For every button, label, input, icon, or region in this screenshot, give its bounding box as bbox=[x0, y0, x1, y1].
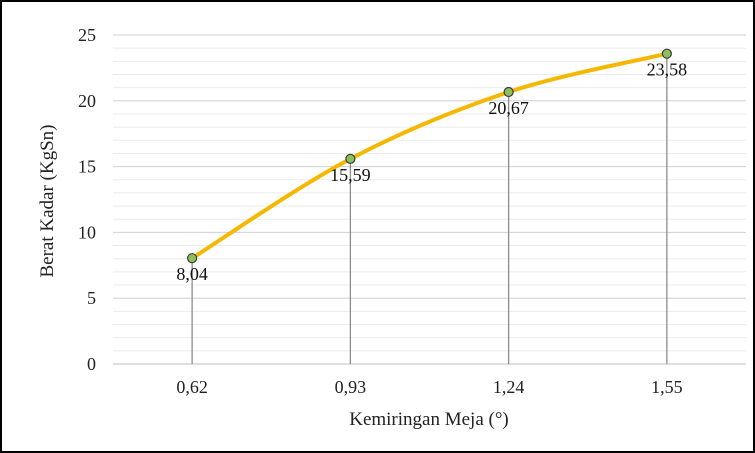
x-tick-label: 1,24 bbox=[493, 377, 525, 397]
x-tick-label: 0,93 bbox=[335, 377, 367, 397]
x-tick-labels: 0,62 0,93 1,24 1,55 bbox=[176, 377, 682, 397]
data-point bbox=[345, 153, 356, 164]
data-point bbox=[503, 86, 514, 98]
data-label: 20,67 bbox=[488, 98, 529, 118]
y-tick-label: 10 bbox=[78, 222, 96, 242]
y-tick-labels: 0 5 10 15 20 25 bbox=[78, 25, 96, 374]
y-tick-label: 5 bbox=[87, 288, 96, 308]
x-axis-title: Kemiringan Meja (°) bbox=[349, 409, 509, 430]
series-line bbox=[190, 51, 669, 261]
gridlines bbox=[113, 34, 746, 352]
drop-lines bbox=[191, 53, 668, 364]
y-tick-label: 15 bbox=[78, 157, 96, 177]
data-point bbox=[187, 253, 198, 264]
x-tick-label: 0,62 bbox=[176, 377, 208, 397]
data-labels: 8,04 15,59 20,67 23,58 bbox=[176, 60, 687, 285]
y-tick-label: 0 bbox=[87, 354, 96, 374]
data-label: 8,04 bbox=[176, 264, 208, 284]
data-label: 23,58 bbox=[647, 60, 688, 80]
data-label: 15,59 bbox=[330, 165, 371, 185]
y-tick-label: 25 bbox=[78, 25, 96, 45]
y-tick-label: 20 bbox=[78, 91, 96, 111]
data-point bbox=[661, 48, 672, 59]
x-tick-label: 1,55 bbox=[651, 377, 683, 397]
data-markers bbox=[187, 48, 672, 264]
y-axis-title: Berat Kadar (KgSn) bbox=[37, 124, 58, 277]
